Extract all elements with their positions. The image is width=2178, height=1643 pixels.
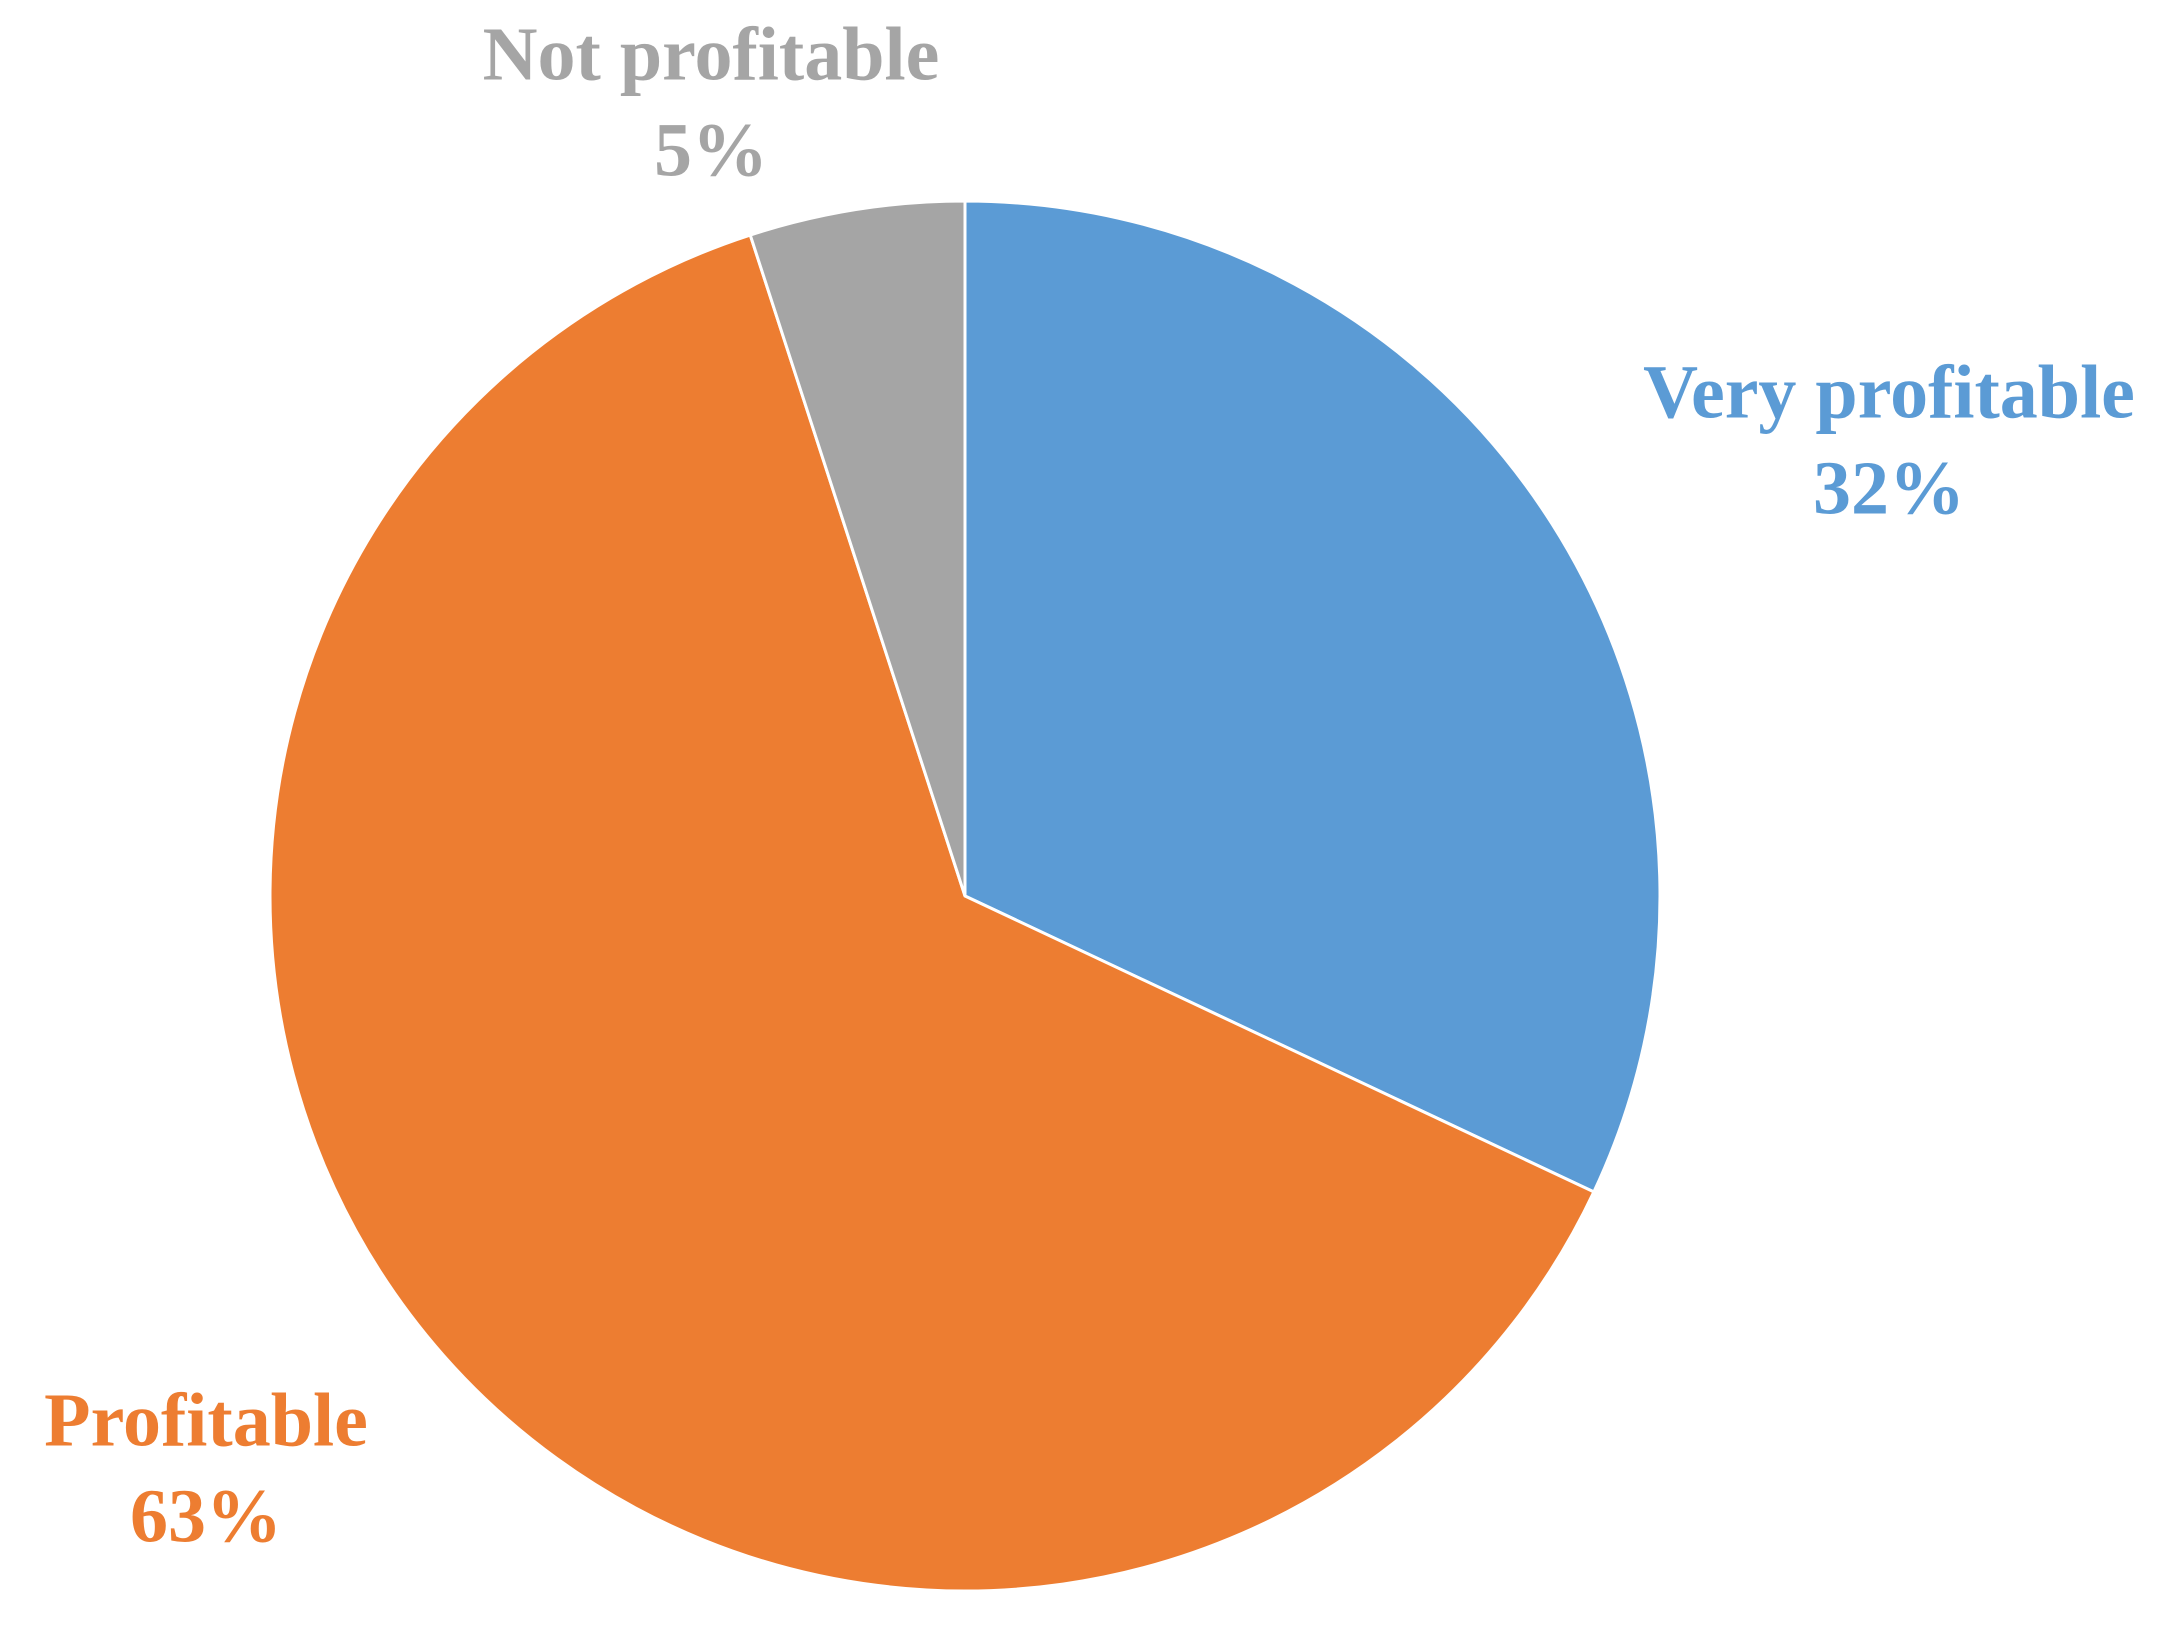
slice-category-label: Not profitable <box>483 12 940 96</box>
slice-value-label: 63% <box>130 1474 282 1558</box>
pie-slice <box>963 199 1662 1194</box>
pie-slice <box>748 199 967 897</box>
slice-category-label: Very profitable <box>1643 350 2135 434</box>
pie-slice <box>268 233 1596 1593</box>
slice-value-label: 32% <box>1813 446 1965 530</box>
slice-value-label: 5% <box>654 108 768 192</box>
slice-category-label: Profitable <box>44 1378 368 1462</box>
